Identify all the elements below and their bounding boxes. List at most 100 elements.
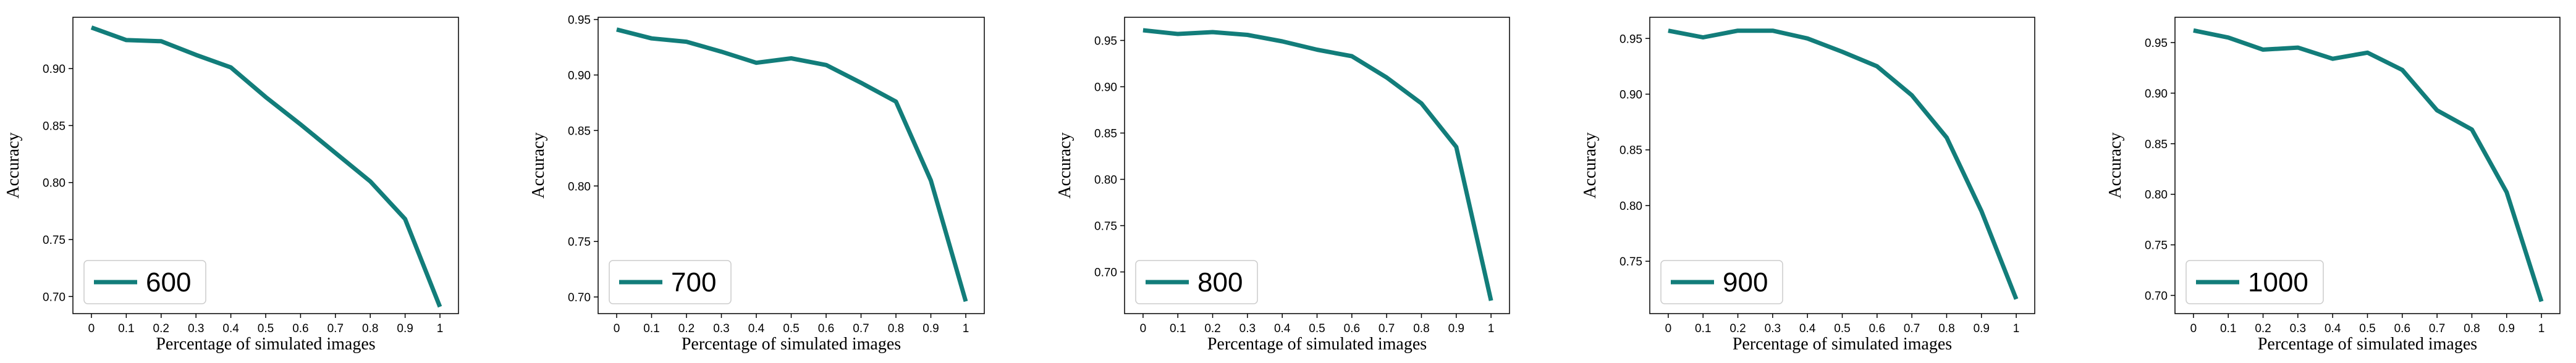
y-tick-label: 0.85 bbox=[43, 120, 65, 133]
x-tick-label: 0.6 bbox=[292, 322, 308, 335]
y-tick-label: 0.85 bbox=[2145, 138, 2168, 151]
x-tick-label: 0.1 bbox=[118, 322, 134, 335]
x-tick-label: 0.6 bbox=[1344, 322, 1360, 335]
y-tick-label: 0.95 bbox=[1620, 33, 1642, 46]
legend-box bbox=[609, 260, 732, 304]
x-tick-label: 0.8 bbox=[2464, 322, 2480, 335]
y-tick-label: 0.95 bbox=[568, 14, 591, 27]
x-tick-label: 0.2 bbox=[1204, 322, 1220, 335]
y-tick-label: 0.90 bbox=[1620, 89, 1642, 102]
x-tick-label: 0.1 bbox=[2220, 322, 2236, 335]
x-tick-label: 0.9 bbox=[1974, 322, 1990, 335]
y-tick-label: 0.85 bbox=[1094, 128, 1117, 141]
x-tick-label: 0 bbox=[2190, 322, 2197, 335]
y-tick-label: 0.85 bbox=[568, 125, 591, 138]
x-axis-label: Percentage of simulated images bbox=[2258, 335, 2477, 354]
x-axis-label: Percentage of simulated images bbox=[1733, 335, 1952, 354]
x-tick-label: 0.5 bbox=[1834, 322, 1850, 335]
x-tick-label: 1 bbox=[963, 322, 969, 335]
x-tick-label: 0.6 bbox=[1869, 322, 1885, 335]
legend-label: 800 bbox=[1197, 267, 1243, 298]
x-axis-label: Percentage of simulated images bbox=[1207, 335, 1427, 354]
x-tick-label: 0.5 bbox=[2359, 322, 2375, 335]
x-tick-label: 0 bbox=[1140, 322, 1147, 335]
x-tick-label: 1 bbox=[2013, 322, 2020, 335]
x-tick-label: 0.4 bbox=[1274, 322, 1291, 335]
y-tick-label: 0.90 bbox=[43, 63, 65, 76]
x-tick-label: 0 bbox=[614, 322, 620, 335]
x-tick-label: 0.4 bbox=[222, 322, 239, 335]
x-tick-label: 0.7 bbox=[2429, 322, 2445, 335]
x-tick-label: 0.3 bbox=[2290, 322, 2306, 335]
x-tick-label: 1 bbox=[437, 322, 444, 335]
x-tick-label: 0.3 bbox=[1239, 322, 1256, 335]
y-tick-label: 0.70 bbox=[568, 291, 591, 304]
legend-box bbox=[1135, 260, 1258, 304]
x-tick-label: 0.7 bbox=[327, 322, 344, 335]
x-tick-label: 0.9 bbox=[923, 322, 939, 335]
y-tick-label: 0.80 bbox=[1094, 174, 1117, 187]
y-tick-label: 0.75 bbox=[1094, 220, 1117, 233]
legend-box bbox=[2185, 260, 2324, 304]
legend-box bbox=[83, 260, 206, 304]
x-tick-label: 0.1 bbox=[1695, 322, 1711, 335]
y-axis-label: Accuracy bbox=[1581, 132, 1600, 198]
x-tick-label: 0.8 bbox=[888, 322, 904, 335]
series-line bbox=[1668, 28, 2019, 300]
y-tick-label: 0.80 bbox=[1620, 200, 1642, 213]
y-tick-label: 0.75 bbox=[568, 236, 591, 249]
x-tick-label: 0.4 bbox=[1799, 322, 1816, 335]
y-tick-label: 0.90 bbox=[1094, 81, 1117, 94]
y-axis-label: Accuracy bbox=[1055, 132, 1075, 198]
y-tick-label: 0.70 bbox=[43, 291, 65, 304]
x-tick-label: 0.6 bbox=[818, 322, 834, 335]
y-tick-label: 0.90 bbox=[568, 69, 591, 82]
x-tick-label: 0.2 bbox=[153, 322, 169, 335]
x-tick-label: 0.8 bbox=[1938, 322, 1954, 335]
x-tick-label: 0.6 bbox=[2394, 322, 2410, 335]
x-tick-label: 0.2 bbox=[2255, 322, 2271, 335]
chart-panel-4: 0 0.1 0.2 0.3 0.4 0.5 0.6 0.7 0.8 0.9 1 0.75 0.80 0.8… bbox=[1581, 17, 2035, 354]
x-tick-label: 0.9 bbox=[2499, 322, 2515, 335]
x-tick-label: 0.2 bbox=[1729, 322, 1746, 335]
x-tick-label: 0.5 bbox=[1309, 322, 1325, 335]
x-tick-label: 0.8 bbox=[362, 322, 378, 335]
x-tick-label: 0.5 bbox=[258, 322, 274, 335]
chart-panel-3: 0 0.1 0.2 0.3 0.4 0.5 0.6 0.7 0.8 0.9 1 0.70 0.75 0.8… bbox=[1055, 17, 1510, 354]
y-tick-label: 0.90 bbox=[2145, 88, 2168, 101]
x-tick-label: 1 bbox=[1488, 322, 1495, 335]
x-tick-label: 0.9 bbox=[1448, 322, 1464, 335]
x-tick-label: 0.1 bbox=[643, 322, 659, 335]
x-tick-label: 0 bbox=[1665, 322, 1672, 335]
y-tick-label: 0.80 bbox=[43, 177, 65, 190]
x-tick-label: 0.7 bbox=[1904, 322, 1920, 335]
y-axis-label: Accuracy bbox=[2106, 132, 2125, 198]
y-tick-label: 0.80 bbox=[2145, 189, 2168, 202]
y-axis-label: Accuracy bbox=[529, 132, 548, 198]
legend-box bbox=[1660, 260, 1783, 304]
y-tick-label: 0.95 bbox=[2145, 37, 2168, 50]
x-tick-label: 0.3 bbox=[713, 322, 729, 335]
x-axis-label: Percentage of simulated images bbox=[156, 335, 375, 354]
x-tick-label: 0.4 bbox=[2325, 322, 2341, 335]
x-tick-label: 0.3 bbox=[188, 322, 204, 335]
x-tick-label: 0.5 bbox=[783, 322, 799, 335]
y-tick-label: 0.85 bbox=[1620, 144, 1642, 157]
x-tick-label: 0.9 bbox=[397, 322, 413, 335]
x-tick-label: 0.7 bbox=[853, 322, 869, 335]
legend-label: 1000 bbox=[2248, 267, 2308, 298]
y-tick-label: 0.80 bbox=[568, 180, 591, 193]
x-tick-label: 0 bbox=[88, 322, 95, 335]
x-tick-label: 1 bbox=[2538, 322, 2545, 335]
legend-label: 600 bbox=[146, 267, 191, 298]
y-tick-label: 0.95 bbox=[1094, 35, 1117, 48]
chart-panel-5: 0 0.1 0.2 0.3 0.4 0.5 0.6 0.7 0.8 0.9 1 0.70 0.75 0.8… bbox=[2106, 17, 2561, 354]
chart-panel-1: 0 0.1 0.2 0.3 0.4 0.5 0.6 0.7 0.8 0.9 1 0.70 0.75 0.8… bbox=[4, 17, 459, 354]
x-tick-label: 0.3 bbox=[1765, 322, 1781, 335]
legend-label: 700 bbox=[671, 267, 716, 298]
x-tick-label: 0.4 bbox=[748, 322, 765, 335]
x-tick-label: 0.8 bbox=[1413, 322, 1429, 335]
y-tick-label: 0.75 bbox=[43, 234, 65, 247]
x-tick-label: 0.2 bbox=[678, 322, 695, 335]
